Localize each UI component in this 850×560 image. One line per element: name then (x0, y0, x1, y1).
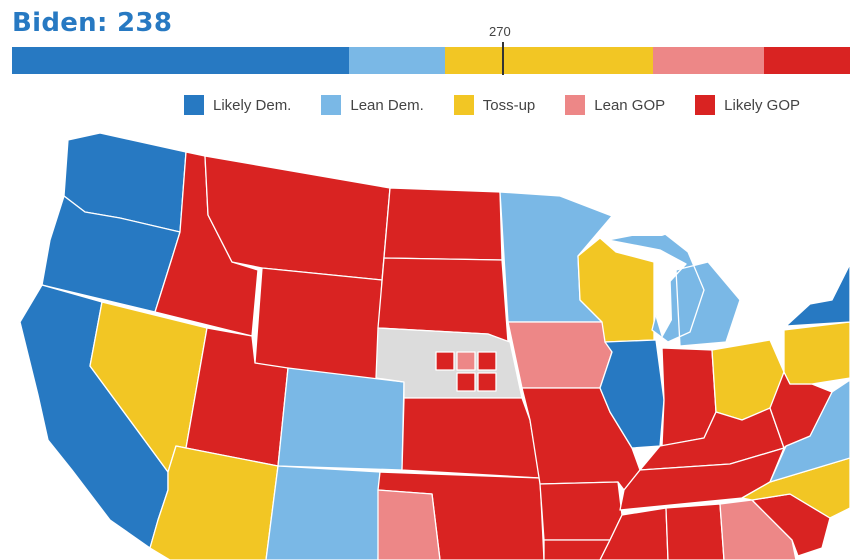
state-ms[interactable] (599, 507, 669, 560)
district-ne-2[interactable] (456, 351, 476, 371)
great-lakes (612, 212, 690, 338)
threshold-marker (502, 42, 504, 75)
district-ne-al1[interactable] (456, 372, 476, 392)
bar-segment-lean-dem (348, 47, 446, 74)
electoral-vote-bar (12, 47, 850, 74)
state-nm[interactable] (265, 465, 381, 560)
state-mt[interactable] (204, 155, 391, 281)
district-ne-al2[interactable] (477, 372, 497, 392)
legend-label: Lean GOP (594, 96, 666, 114)
state-pa[interactable] (783, 321, 850, 385)
state-ny[interactable] (785, 263, 850, 327)
bar-segment-likely-gop (763, 47, 850, 74)
state-tx[interactable] (377, 489, 441, 560)
legend-item-lean-gop: Lean GOP (565, 95, 665, 115)
state-ia[interactable] (507, 321, 613, 389)
legend-label: Likely GOP (724, 96, 801, 114)
legend: Likely Dem. Lean Dem. Toss-up Lean GOP L… (184, 95, 800, 115)
state-ga[interactable] (719, 499, 797, 560)
legend-item-likely-dem: Likely Dem. (184, 95, 291, 115)
lake-michigan (656, 258, 672, 338)
legend-swatch (321, 95, 342, 115)
bar-segment-likely-dem (12, 47, 349, 74)
legend-item-likely-gop: Likely GOP (695, 95, 800, 115)
legend-label: Lean Dem. (350, 96, 424, 114)
legend-item-tossup: Toss-up (453, 95, 536, 115)
page-title: Biden: 238 (12, 8, 173, 38)
state-la[interactable] (543, 539, 611, 560)
legend-label: Toss-up (482, 96, 536, 114)
district-ne-1[interactable] (435, 351, 455, 371)
legend-swatch (453, 95, 474, 115)
bar-segment-lean-gop (653, 47, 764, 74)
state-nd[interactable] (383, 187, 503, 261)
state-il[interactable] (599, 339, 665, 449)
threshold-label: 270 (489, 24, 511, 39)
state-ks[interactable] (401, 397, 541, 479)
state-al[interactable] (665, 503, 725, 560)
state-ar[interactable] (539, 481, 623, 541)
district-ne-3[interactable] (477, 351, 497, 371)
legend-label: Likely Dem. (213, 96, 292, 114)
state-mi[interactable] (607, 229, 741, 347)
bar-segment-tossup (445, 47, 654, 74)
legend-swatch (565, 95, 586, 115)
legend-swatch (695, 95, 716, 115)
lake-superior (612, 212, 690, 236)
state-co[interactable] (277, 367, 405, 471)
legend-item-lean-dem: Lean Dem. (321, 95, 424, 115)
legend-swatch (184, 95, 204, 115)
